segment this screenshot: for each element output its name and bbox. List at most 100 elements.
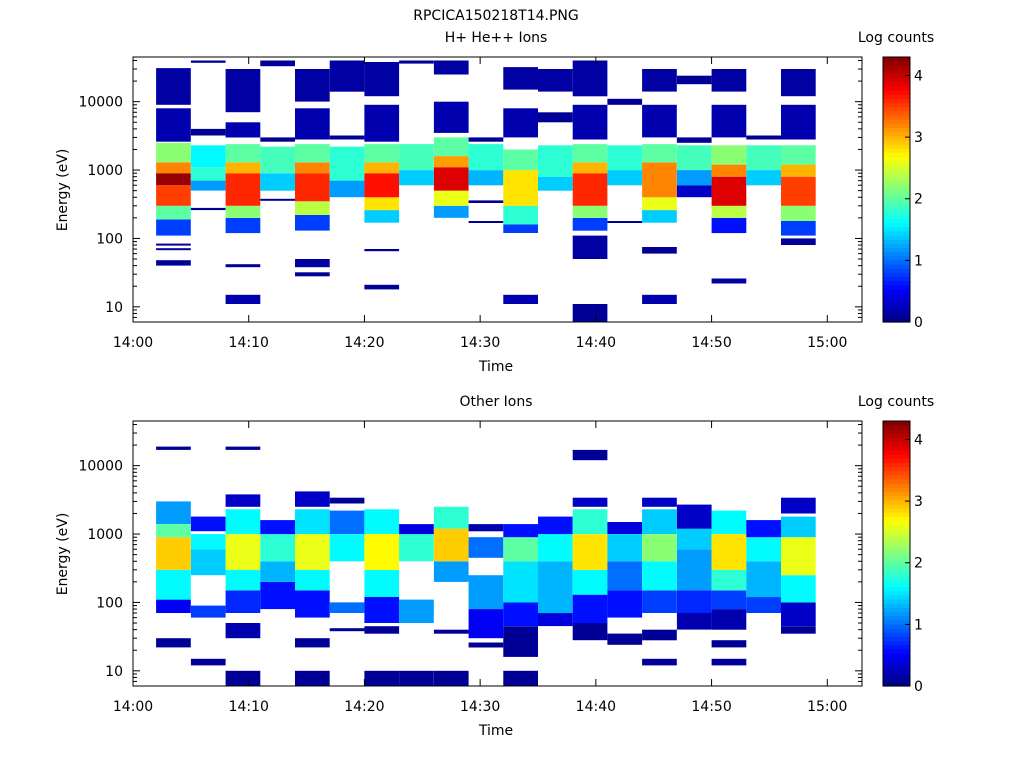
spectrogram-cell xyxy=(190,145,226,168)
spectrogram-cell xyxy=(260,173,295,191)
colorbar-segment xyxy=(883,541,910,546)
spectrogram-cell xyxy=(607,170,643,186)
spectrogram-cell xyxy=(711,640,747,648)
h-he-ions-colorbar-label: Log counts xyxy=(858,30,934,46)
spectrogram-cell xyxy=(676,590,712,613)
spectrogram-cell xyxy=(295,259,330,268)
spectrogram-cell xyxy=(676,528,712,550)
colorbar-segment xyxy=(883,239,910,244)
spectrogram-cell xyxy=(642,162,677,198)
colorbar-segment xyxy=(883,317,910,323)
spectrogram-cell xyxy=(190,516,226,532)
spectrogram-cell xyxy=(468,170,504,186)
colorbar-segment xyxy=(883,421,910,426)
spectrogram-cell xyxy=(676,145,712,170)
other-ions-panel: Other Ions Log counts 14:00 14:10 14:20 14:… xyxy=(55,394,934,739)
spectrogram-cell xyxy=(156,108,191,142)
x-tick-label: 14:00 xyxy=(113,699,153,715)
colorbar-segment xyxy=(883,185,910,191)
colorbar-segment xyxy=(883,297,910,302)
plot-frame xyxy=(132,56,863,323)
spectrogram-cell xyxy=(295,69,330,102)
spectrogram-cell xyxy=(295,201,330,215)
colorbar-tick-label: 4 xyxy=(914,432,923,448)
colorbar-segment xyxy=(883,570,910,575)
spectrogram-cell xyxy=(468,137,504,142)
colorbar-segment xyxy=(883,536,910,542)
spectrogram-cell xyxy=(329,135,365,140)
spectrogram-cell xyxy=(399,170,434,186)
spectrogram-cell xyxy=(225,509,261,534)
spectrogram-cell xyxy=(260,146,295,174)
spectrogram-cell xyxy=(746,561,781,598)
spectrogram-cell xyxy=(676,185,712,198)
colorbar-tick-label: 4 xyxy=(914,68,923,84)
spectrogram-cell xyxy=(295,162,330,174)
spectrogram-cell xyxy=(468,524,504,532)
spectrogram-cell xyxy=(781,145,816,165)
spectrogram-cell xyxy=(225,670,261,686)
colorbar-segment xyxy=(883,491,910,497)
spectrogram-cell xyxy=(156,446,191,450)
spectrogram-cell xyxy=(572,144,608,163)
spectrogram-cell xyxy=(260,534,295,562)
y-tick-label: 10000 xyxy=(78,459,123,475)
colorbar-tick-label: 3 xyxy=(914,494,923,510)
spectrogram-cell xyxy=(746,537,781,562)
spectrogram-cell xyxy=(642,197,677,211)
spectrogram-cell xyxy=(433,101,469,133)
colorbar-segment xyxy=(883,429,910,435)
h-he-ions-x-axis-label: Time xyxy=(478,359,513,375)
spectrogram-cell xyxy=(503,561,538,603)
colorbar-segment xyxy=(883,247,910,253)
spectrogram-cell xyxy=(642,658,677,666)
spectrogram-cell xyxy=(711,590,747,610)
colorbar-segment xyxy=(883,65,910,71)
colorbar-tick-label: 1 xyxy=(914,253,923,269)
colorbar-segment xyxy=(883,640,910,646)
spectrogram-cell xyxy=(468,200,504,203)
spectrogram-cell xyxy=(225,534,261,570)
spectrogram-cell xyxy=(642,247,677,254)
colorbar-segment xyxy=(883,557,910,563)
colorbar-segment xyxy=(883,478,910,484)
colorbar-segment xyxy=(883,139,910,145)
colorbar-segment xyxy=(883,57,910,62)
spectrogram-cell xyxy=(433,629,469,634)
spectrogram-cell xyxy=(642,534,677,562)
spectrogram-cell xyxy=(225,144,261,163)
spectrogram-cell xyxy=(156,68,191,105)
spectrogram-cell xyxy=(156,185,191,206)
colorbar-segment xyxy=(883,127,910,133)
spectrogram-cell xyxy=(642,561,677,591)
spectrogram-cell xyxy=(572,449,608,461)
colorbar-segment xyxy=(883,106,910,112)
spectrogram-cell xyxy=(503,149,538,171)
spectrogram-cell xyxy=(572,60,608,97)
colorbar-segment xyxy=(883,218,910,224)
colorbar-segment xyxy=(883,623,910,629)
spectrogram-cell xyxy=(295,670,330,686)
colorbar-segment xyxy=(883,264,910,269)
colorbar-segment xyxy=(883,284,910,290)
colorbar-segment xyxy=(883,437,910,443)
x-tick-label: 14:20 xyxy=(344,699,384,715)
colorbar-segment xyxy=(883,470,910,476)
spectrogram-cell xyxy=(503,670,538,686)
spectrogram-cell xyxy=(468,609,504,639)
spectrogram-cell xyxy=(711,69,747,92)
spectrogram-cell xyxy=(746,135,781,140)
colorbar-segment xyxy=(883,582,910,588)
spectrogram-cell xyxy=(642,69,677,92)
spectrogram-cell xyxy=(329,602,365,613)
spectrogram-cell xyxy=(711,658,747,666)
colorbar-segment xyxy=(883,193,910,199)
spectrogram-cell xyxy=(295,272,330,277)
spectrogram-cell xyxy=(503,537,538,562)
spectrogram-cell xyxy=(190,549,226,576)
spectrogram-cell xyxy=(260,60,295,67)
spectrogram-cell xyxy=(781,176,816,206)
spectrogram-cell xyxy=(364,569,400,597)
spectrogram-cell xyxy=(329,628,365,632)
colorbar-segment xyxy=(883,607,910,613)
